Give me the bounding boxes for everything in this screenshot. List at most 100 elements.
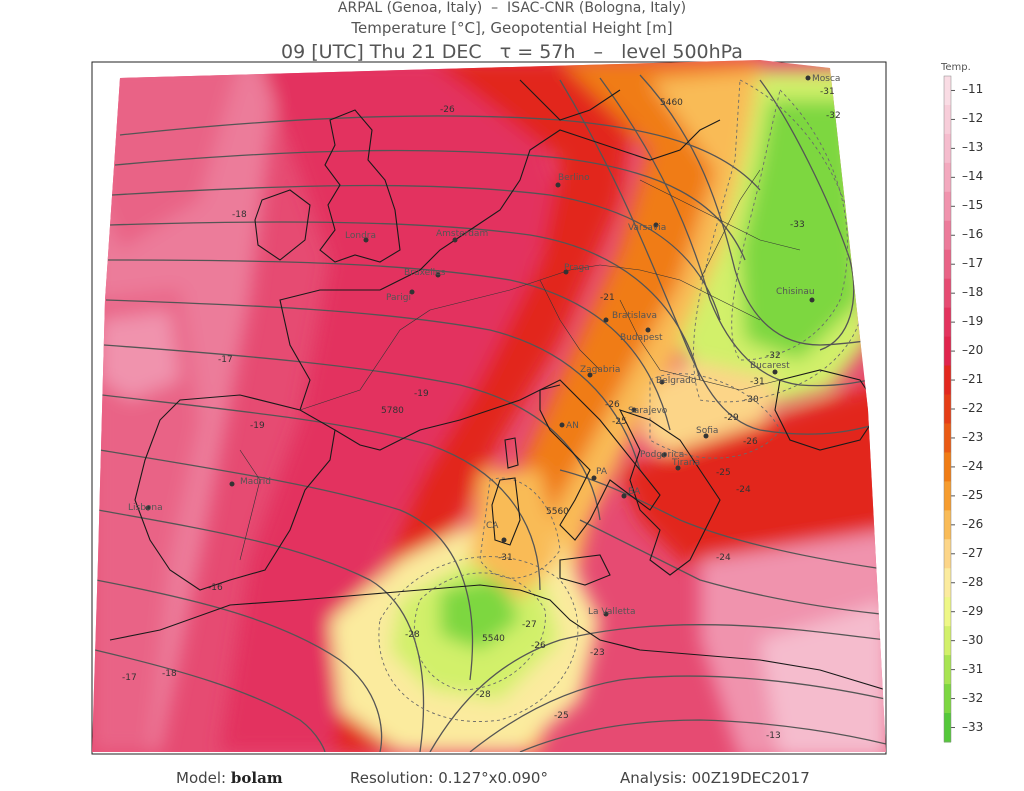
city-label: PA <box>596 467 608 477</box>
city-markers: Mosca Madrid Lisbona Bucarest Chisinau B… <box>128 74 840 617</box>
city-label: Berlino <box>558 173 590 183</box>
temp-label: -26 <box>743 437 758 447</box>
city-label: Madrid <box>240 477 271 487</box>
city-label: Amsterdam <box>436 229 488 239</box>
legend-swatch <box>944 249 951 280</box>
legend-label: –16 <box>962 227 984 242</box>
legend-label: –28 <box>962 574 984 589</box>
legend-label: –15 <box>962 198 984 213</box>
temp-label: -26 <box>531 641 546 651</box>
legend-swatch <box>944 655 951 685</box>
analysis-info: Analysis: 00Z19DEC2017 <box>620 769 810 787</box>
legend-swatch <box>944 162 951 193</box>
temp-label: -29 <box>724 413 739 423</box>
legend-swatch <box>944 626 951 656</box>
legend-label: –30 <box>962 632 984 647</box>
legend-label: –26 <box>962 516 984 531</box>
temp-label: -21 <box>600 293 615 303</box>
legend-label: –32 <box>962 690 984 705</box>
city-label: La Valletta <box>588 607 635 617</box>
legend-label: –27 <box>962 545 984 560</box>
country-borders <box>239 169 801 561</box>
legend-label: –33 <box>962 719 984 734</box>
city-label: Varsavia <box>628 223 666 233</box>
temp-label: -31 <box>820 87 835 97</box>
legend-swatch <box>944 278 951 309</box>
city-label: Zagabria <box>580 365 620 375</box>
city-label: CA <box>486 521 499 531</box>
legend-label: –12 <box>962 111 984 126</box>
city-label: Londra <box>345 231 376 241</box>
legend-swatch <box>944 133 951 164</box>
city-label: Bruxelles <box>404 268 446 278</box>
temp-label: -19 <box>250 421 265 431</box>
temp-label: -19 <box>414 389 429 399</box>
city-label: Lisbona <box>128 503 163 513</box>
legend-swatch <box>944 394 951 424</box>
legend-swatch <box>944 481 951 511</box>
legend-label: –13 <box>962 140 984 155</box>
legend-label: –20 <box>962 343 984 358</box>
legend-swatch <box>944 684 951 714</box>
temp-label: -32 <box>766 351 781 361</box>
city-label: Budapest <box>620 333 663 343</box>
city-label: Sarajevo <box>628 406 668 416</box>
legend-label: –25 <box>962 487 984 502</box>
temp-label: -23 <box>590 648 605 658</box>
legend-swatch <box>944 104 951 135</box>
legend-swatch <box>944 365 951 396</box>
city-label: Bratislava <box>612 311 657 321</box>
temp-label: -24 <box>736 485 751 495</box>
legend-label: –29 <box>962 603 984 618</box>
chart-title-line1: ARPAL (Genoa, Italy) – ISAC-CNR (Bologna… <box>337 0 687 16</box>
city-label: Mosca <box>812 74 840 84</box>
city-label: Chisinau <box>776 287 815 297</box>
legend-swatch <box>944 452 951 482</box>
legend-swatch <box>944 191 951 222</box>
temp-label: -30 <box>744 395 759 405</box>
legend-label: –31 <box>962 661 984 676</box>
chart-title-line2: Temperature [°C], Geopotential Height [m… <box>351 19 673 37</box>
city-label: Praga <box>564 263 590 273</box>
temp-label: -33 <box>790 220 805 230</box>
temp-label: -31 <box>750 377 765 387</box>
legend-swatch <box>944 220 951 251</box>
city-label: Parigi <box>386 293 411 303</box>
legend-label: –14 <box>962 169 984 184</box>
temp-label: -18 <box>162 669 177 679</box>
city-label: AN <box>566 421 579 431</box>
model-value: bolam <box>230 769 283 787</box>
model-info: Model: bolam <box>176 769 283 787</box>
legend-label: –11 <box>962 82 984 97</box>
legend-swatch <box>944 510 951 540</box>
temp-label: -24 <box>716 553 731 563</box>
legend-swatch <box>944 597 951 627</box>
city-label: Bucarest <box>750 361 790 371</box>
legend-swatch <box>944 76 951 106</box>
legend-swatch <box>944 307 951 338</box>
city-label: Belgrado <box>656 376 697 386</box>
temperature-legend-bar <box>943 75 955 743</box>
chart-title-line3: 09 [UTC] Thu 21 DEC τ = 57h – level 500h… <box>281 41 743 63</box>
temp-label: -18 <box>232 210 247 220</box>
height-label: 5540 <box>482 634 505 644</box>
legend-swatch <box>944 568 951 598</box>
city-label: BA <box>628 487 641 497</box>
temp-label: -13 <box>766 731 781 741</box>
legend-swatch <box>944 713 951 743</box>
temp-label: -17 <box>218 355 233 365</box>
temp-label: -16 <box>208 583 223 593</box>
temp-label: -31 <box>498 553 513 563</box>
temp-label: -28 <box>405 630 420 640</box>
temperature-labels: -31 -32 -33 -32 -31 -30 -29 -26 -26 -25 … <box>122 87 841 741</box>
legend-label: –18 <box>962 285 984 300</box>
legend-label: –22 <box>962 401 984 415</box>
temp-label: -17 <box>122 673 137 683</box>
temp-label: -26 <box>440 105 455 115</box>
legend-label: –17 <box>962 256 984 271</box>
temp-label: -32 <box>826 111 841 121</box>
geopotential-contours <box>94 74 886 752</box>
legend-frame <box>943 75 952 743</box>
temp-label: -27 <box>522 620 537 630</box>
